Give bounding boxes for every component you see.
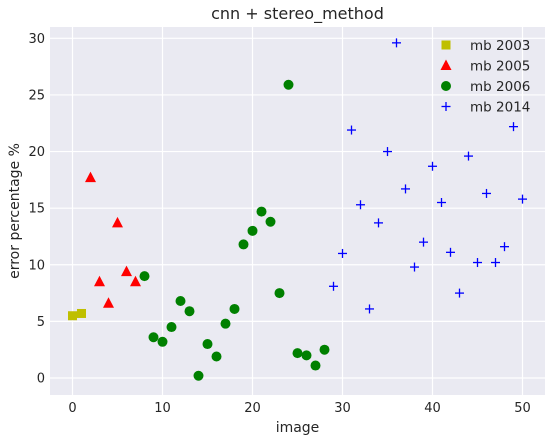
data-point xyxy=(310,360,321,371)
data-point xyxy=(247,225,258,236)
series-plus xyxy=(329,38,527,314)
data-point xyxy=(94,275,105,287)
data-point xyxy=(166,322,177,333)
y-tick-label: 30 xyxy=(28,32,45,47)
data-point xyxy=(283,79,294,90)
grid-lines xyxy=(50,27,545,395)
legend: mb 2003 mb 2005 mb 2006 mb 2014 xyxy=(440,38,530,116)
x-tick-label: 10 xyxy=(154,401,171,416)
data-point xyxy=(130,275,141,287)
x-tick-label: 40 xyxy=(424,401,441,416)
data-point xyxy=(329,281,338,291)
legend-label: mb 2006 xyxy=(470,79,530,95)
data-points xyxy=(68,38,527,381)
data-point xyxy=(365,304,374,314)
data-point xyxy=(491,258,500,268)
data-point xyxy=(374,218,383,228)
legend-marker xyxy=(441,102,451,111)
data-point xyxy=(68,311,77,321)
data-point xyxy=(211,351,222,362)
legend-label: mb 2014 xyxy=(470,100,530,116)
y-tick-label: 10 xyxy=(28,258,45,273)
data-point xyxy=(301,350,312,361)
data-point xyxy=(121,265,132,277)
series-circle xyxy=(139,79,330,381)
data-point xyxy=(401,184,410,194)
data-point xyxy=(175,296,186,307)
data-point xyxy=(238,239,249,250)
legend-marker xyxy=(441,40,451,50)
y-tick-label: 25 xyxy=(28,88,45,103)
data-point xyxy=(319,344,330,355)
y-tick-label: 5 xyxy=(37,315,45,330)
data-point xyxy=(455,288,464,298)
data-point xyxy=(274,288,285,299)
chart-title: cnn + stereo_method xyxy=(211,4,384,24)
data-point xyxy=(419,237,428,247)
series-square xyxy=(68,308,86,321)
data-point xyxy=(428,161,437,171)
legend-label: mb 2003 xyxy=(470,38,530,54)
data-point xyxy=(85,171,96,183)
data-point xyxy=(256,206,267,217)
data-point xyxy=(202,339,213,350)
data-point xyxy=(410,262,419,272)
data-point xyxy=(292,348,303,359)
data-point xyxy=(446,247,455,257)
data-point xyxy=(157,336,168,347)
y-tick-label: 20 xyxy=(28,145,45,160)
data-point xyxy=(184,306,195,317)
y-axis-label: error percentage % xyxy=(7,143,23,279)
data-point xyxy=(473,258,482,268)
data-point xyxy=(437,198,446,208)
data-point xyxy=(220,318,231,329)
data-point xyxy=(148,332,159,343)
data-point xyxy=(193,370,204,381)
x-axis-label: image xyxy=(276,420,320,436)
x-tick-label: 20 xyxy=(244,401,261,416)
legend-marker xyxy=(440,59,452,70)
legend-marker xyxy=(441,81,451,91)
data-point xyxy=(103,297,114,308)
x-tick-label: 0 xyxy=(68,401,76,416)
series-triangle xyxy=(85,171,141,308)
data-point xyxy=(383,147,392,157)
data-point xyxy=(500,242,509,252)
data-point xyxy=(464,151,473,161)
data-point xyxy=(112,216,123,228)
data-point xyxy=(139,271,150,282)
data-point xyxy=(229,303,240,314)
data-point xyxy=(338,248,347,258)
data-point xyxy=(509,122,518,132)
x-tick-label: 50 xyxy=(514,401,531,416)
data-point xyxy=(77,308,86,318)
x-tick-label: 30 xyxy=(334,401,351,416)
data-point xyxy=(518,194,527,204)
data-point xyxy=(392,38,401,48)
y-tick-label: 0 xyxy=(37,372,45,387)
data-point xyxy=(265,216,276,227)
legend-label: mb 2005 xyxy=(470,59,530,75)
y-tick-label: 15 xyxy=(28,202,45,217)
tick-labels: 0 10 20 30 40 50 0 5 10 15 20 25 30 xyxy=(28,32,530,416)
data-point xyxy=(356,200,365,210)
data-point xyxy=(482,188,491,198)
data-point xyxy=(347,125,356,135)
plot-area xyxy=(50,27,545,395)
